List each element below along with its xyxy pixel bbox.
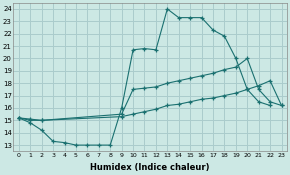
X-axis label: Humidex (Indice chaleur): Humidex (Indice chaleur) (90, 163, 210, 172)
